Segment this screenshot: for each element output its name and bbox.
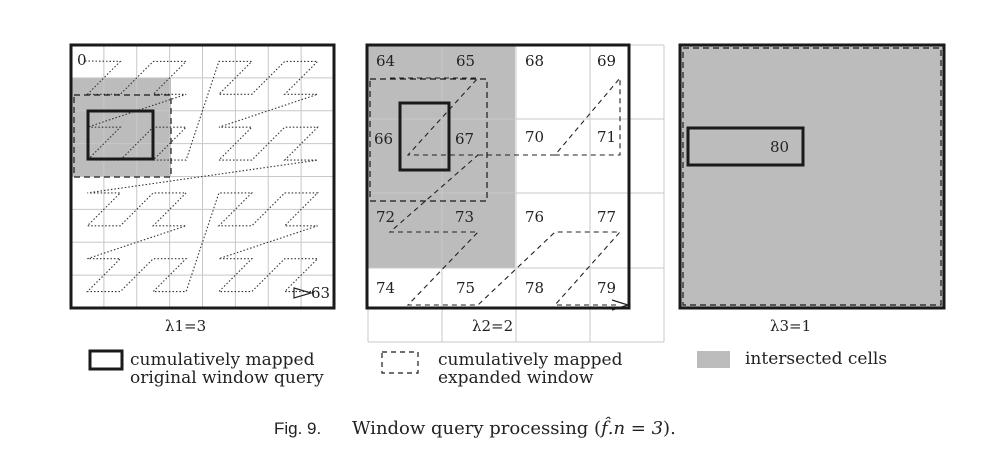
panel3-original-window — [686, 126, 805, 167]
cell-label: 78 — [525, 279, 544, 297]
legend-expanded-line2: expanded window — [438, 368, 594, 388]
panel2-original-window — [398, 101, 451, 172]
panel1-border — [69, 43, 336, 310]
cell-label: 67 — [455, 130, 474, 148]
panel1-start-label: 0 — [77, 51, 87, 69]
panel2-cell-labels: 64 65 68 69 66 67 70 71 72 73 76 77 74 7… — [374, 52, 616, 297]
legend-original-line2: original window query — [130, 368, 324, 388]
panel-lambda-1: 0 63 λ1=3 — [69, 43, 336, 335]
cell-label: 70 — [525, 128, 544, 146]
cell-label: 65 — [456, 52, 475, 70]
cell-label: 76 — [525, 208, 544, 226]
panel2-z-curve — [388, 76, 622, 306]
caption-text: Window query processing (f̂.n = 3). — [352, 416, 676, 439]
legend-intersected-label: intersected cells — [745, 349, 887, 369]
cell-label: 75 — [456, 279, 475, 297]
legend: cumulatively mapped original window quer… — [88, 349, 887, 388]
panel3-intersected-cell — [680, 45, 944, 308]
panel2-border — [365, 43, 631, 310]
legend-expanded-line1: cumulatively mapped — [438, 350, 623, 370]
panel-lambda-2: 64 65 68 69 66 67 70 71 72 73 76 77 74 7… — [365, 43, 665, 343]
panel-lambda-3: 80 λ3=1 — [678, 43, 946, 335]
panel1-original-window — [86, 109, 155, 161]
cell-label: 71 — [597, 128, 616, 146]
cell-label: 77 — [597, 208, 616, 226]
panel1-lambda-label: λ1=3 — [165, 317, 206, 335]
panel3-expanded-window — [682, 47, 942, 306]
caption-suffix: ). — [663, 418, 676, 439]
cell-label: 73 — [455, 208, 474, 226]
panel3-border — [678, 43, 946, 310]
legend-intersected-swatch — [697, 351, 730, 368]
cell-label: 69 — [597, 52, 616, 70]
cell-label: 66 — [374, 130, 393, 148]
caption-prefix: Fig. 9. — [274, 419, 321, 438]
cell-label: 74 — [376, 279, 395, 297]
cell-label: 79 — [597, 279, 616, 297]
panel1-end-label: 63 — [311, 284, 330, 302]
caption-main: Window query processing ( — [352, 418, 601, 439]
legend-expanded-swatch — [381, 351, 419, 374]
caption-formula: f̂.n = 3 — [599, 416, 663, 439]
panel2-lambda-label: λ2=2 — [472, 317, 513, 335]
panel3-cell-label: 80 — [770, 138, 789, 156]
cell-label: 68 — [525, 52, 544, 70]
cell-label: 64 — [376, 52, 395, 70]
legend-original-swatch — [88, 349, 124, 371]
panel3-lambda-label: λ3=1 — [770, 317, 811, 335]
figure-caption: Fig. 9. Window query processing (f̂.n = … — [274, 416, 676, 439]
panel1-end-arrow-icon — [293, 287, 314, 299]
legend-original-line1: cumulatively mapped — [130, 350, 315, 370]
cell-label: 72 — [376, 208, 395, 226]
